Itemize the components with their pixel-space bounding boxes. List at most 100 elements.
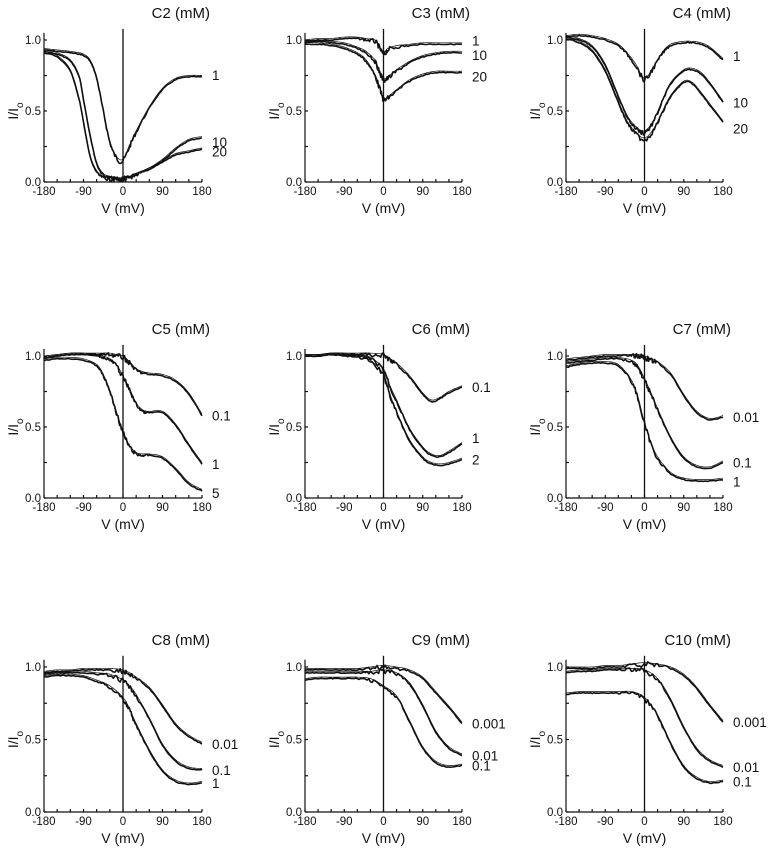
series-line-0.01 [565, 352, 724, 421]
x-tick-label: 90 [156, 816, 169, 828]
series-line-20 [565, 38, 724, 142]
panel-title: C5 (mM) [152, 321, 210, 338]
x-tick-label: 180 [452, 502, 471, 514]
series-line-1 [304, 353, 463, 459]
series-label: 5 [212, 486, 220, 501]
panel-c5: C5 (mM) -180 -90 0 90 180 0.0 0.5 1.0 V (mV) I/Io 0… [5, 321, 231, 532]
series-line-5 [43, 357, 203, 492]
x-tick-label: 90 [677, 186, 690, 198]
panel-title: C6 (mM) [412, 321, 470, 338]
series-label: 0.001 [472, 717, 506, 732]
fit-line-0.1 [304, 676, 463, 766]
x-tick-label: 90 [677, 816, 690, 828]
x-tick-label: 180 [713, 186, 732, 198]
panel-c3: C3 (mM) -180 -90 0 90 180 0.0 0.5 1.0 V (mV) I/Io 1… [266, 5, 487, 216]
y-axis-label-subscript: o [15, 102, 26, 108]
y-axis-label: I/Io [266, 102, 287, 120]
series-line-20 [43, 51, 203, 183]
x-tick-label: -180 [32, 186, 55, 198]
fit-line-0.1 [565, 356, 724, 468]
series-label: 20 [472, 70, 487, 85]
y-tick-label: 1.0 [25, 351, 41, 363]
x-tick-label: -180 [554, 502, 577, 514]
series-label: 1 [212, 68, 220, 83]
panel-c7: C7 (mM) -180 -90 0 90 180 0.0 0.5 1.0 V (mV) I/Io 0… [527, 321, 759, 532]
series-label: 0.01 [733, 410, 759, 425]
fit-line-1 [565, 33, 724, 79]
x-tick-label: -90 [597, 816, 614, 828]
y-tick-label: 0.0 [25, 177, 41, 189]
fit-line-2 [305, 352, 463, 465]
x-tick-label: 90 [416, 502, 429, 514]
fit-line-1 [43, 48, 202, 161]
y-tick-label: 0.5 [25, 422, 41, 434]
x-tick-label: -180 [32, 816, 55, 828]
y-axis-label-subscript: o [276, 730, 287, 736]
series-line-1 [565, 34, 724, 83]
series-line-10 [565, 36, 724, 136]
series-label: 0.001 [733, 715, 767, 730]
series-label: 2 [472, 453, 480, 468]
series-label: 1 [212, 457, 220, 472]
x-tick-label: 0 [380, 816, 386, 828]
y-tick-label: 0.0 [547, 493, 563, 505]
panel-title: C3 (mM) [412, 5, 470, 22]
x-tick-label: 0 [120, 816, 126, 828]
x-tick-label: -90 [336, 186, 353, 198]
series-label: 10 [472, 48, 487, 63]
series-line-0.1 [304, 677, 463, 768]
fit-line-0.1 [565, 690, 724, 782]
y-tick-label: 0.5 [547, 422, 563, 434]
y-axis-label-subscript: o [15, 730, 26, 736]
panel-c2: C2 (mM) -180 -90 0 90 180 0.0 0.5 1.0 V (mV) I/Io 1… [5, 5, 227, 216]
fit-line-5 [43, 356, 203, 490]
y-tick-label: 0.5 [547, 106, 563, 118]
x-tick-label: -90 [597, 186, 614, 198]
series-label: 20 [733, 121, 748, 136]
panel-title: C4 (mM) [673, 5, 731, 22]
x-tick-label: 0 [120, 502, 126, 514]
x-axis-label: V (mV) [101, 830, 145, 846]
x-axis-label: V (mV) [362, 830, 406, 846]
series-line-0.001 [565, 661, 724, 723]
x-tick-label: 90 [156, 502, 169, 514]
series-line-2 [305, 353, 463, 467]
y-tick-label: 0.0 [547, 807, 563, 819]
y-tick-label: 0.5 [286, 422, 302, 434]
series-label: 0.1 [733, 775, 752, 790]
panel-c10: C10 (mM) -180 -90 0 90 180 0.0 0.5 1.0 V (mV) I/Io… [527, 632, 767, 846]
series-line-0.001 [304, 664, 463, 724]
x-axis-label: V (mV) [623, 200, 667, 216]
y-tick-label: 0.5 [286, 735, 302, 747]
y-axis-label: I/Io [527, 102, 548, 120]
y-tick-label: 0.0 [286, 177, 302, 189]
series-line-0.01 [565, 667, 724, 768]
panel-title: C7 (mM) [673, 321, 731, 338]
series-label: 10 [733, 95, 748, 110]
x-tick-label: 180 [713, 502, 732, 514]
y-tick-label: 1.0 [25, 35, 41, 47]
x-tick-label: -90 [336, 502, 353, 514]
y-axis-label: I/Io [5, 102, 26, 120]
series-line-0.01 [43, 668, 203, 745]
series-label: 1 [472, 431, 480, 446]
y-tick-label: 0.5 [547, 735, 563, 747]
series-label: 10 [212, 135, 227, 150]
x-tick-label: 180 [452, 816, 471, 828]
series-label: 0.01 [212, 737, 238, 752]
fit-line-10 [565, 35, 724, 132]
x-axis-label: V (mV) [101, 200, 145, 216]
fit-line-0.001 [305, 665, 463, 723]
x-tick-label: 180 [192, 502, 211, 514]
y-tick-label: 0.5 [25, 106, 41, 118]
x-tick-label: -90 [75, 502, 92, 514]
fit-line-0.01 [565, 667, 724, 766]
y-axis-label-subscript: o [276, 418, 287, 424]
y-tick-label: 1.0 [547, 662, 563, 674]
y-axis-label-subscript: o [15, 418, 26, 424]
x-tick-label: 0 [641, 816, 647, 828]
y-tick-label: 0.0 [25, 493, 41, 505]
x-tick-label: 0 [120, 186, 126, 198]
fit-line-10 [304, 39, 462, 80]
x-tick-label: -90 [75, 186, 92, 198]
